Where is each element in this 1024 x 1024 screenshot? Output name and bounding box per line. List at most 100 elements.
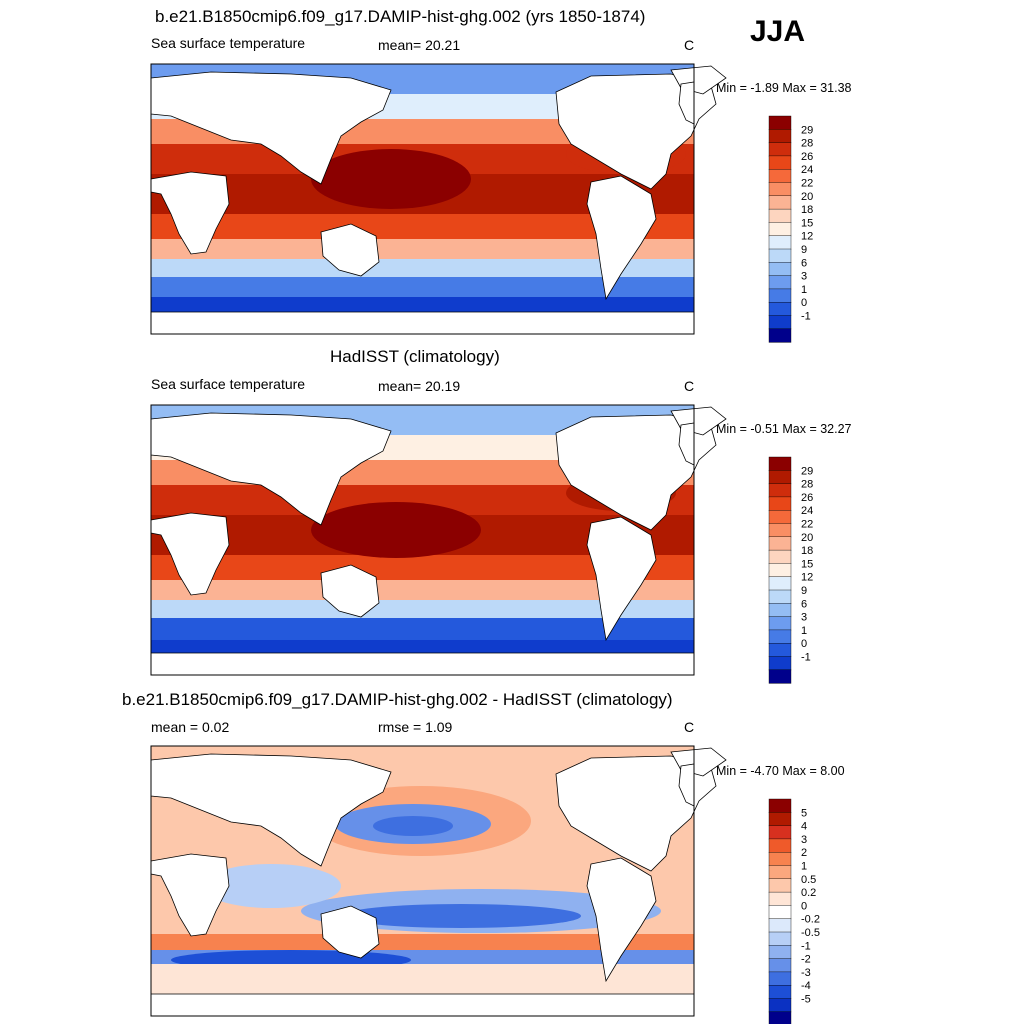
colorbar-tick-label: 1 <box>801 284 807 296</box>
colorbar-tick-label: 22 <box>801 519 813 531</box>
colorbar-swatch <box>768 235 792 250</box>
colorbar-swatch <box>768 656 792 671</box>
colorbar-tick-label: -1 <box>801 940 811 952</box>
colorbar-tick-label: 28 <box>801 138 813 150</box>
colorbar-swatch <box>768 328 792 343</box>
panel2-map <box>150 404 727 676</box>
colorbar-swatch <box>768 838 792 853</box>
colorbar-swatch <box>768 142 792 157</box>
colorbar-tick-label: 29 <box>801 124 813 136</box>
colorbar-swatch <box>768 483 792 498</box>
colorbar-tick-label: -5 <box>801 994 811 1006</box>
colorbar-tick-label: 26 <box>801 151 813 163</box>
colorbar-tick-label: -4 <box>801 980 811 992</box>
colorbar-tick-label: 20 <box>801 191 813 203</box>
colorbar-swatch <box>768 222 792 237</box>
colorbar-swatch <box>768 945 792 960</box>
panel1-map <box>150 63 727 335</box>
colorbar-tick-label: 9 <box>801 244 807 256</box>
colorbar-swatch <box>768 878 792 893</box>
colorbar-swatch <box>768 182 792 197</box>
colorbar-swatch <box>768 852 792 867</box>
colorbar-swatch <box>768 470 792 485</box>
colorbar-swatch <box>768 168 792 183</box>
colorbar-swatch <box>768 195 792 210</box>
colorbar-swatch <box>768 589 792 604</box>
colorbar-tick-label: 0.2 <box>801 887 816 899</box>
colorbar-swatch <box>768 931 792 946</box>
colorbar-tick-label: -1 <box>801 311 811 323</box>
colorbar-tick-label: -2 <box>801 954 811 966</box>
colorbar-tick-label: 24 <box>801 505 813 517</box>
colorbar-tick-label: 24 <box>801 164 813 176</box>
panel2-variable-label: Sea surface temperature <box>151 376 306 392</box>
colorbar-swatch <box>768 496 792 511</box>
panel1-variable-label: Sea surface temperature <box>151 35 306 51</box>
colorbar-tick-label: 3 <box>801 612 807 624</box>
colorbar-swatch <box>768 918 792 933</box>
colorbar-tick-label: 3 <box>801 271 807 283</box>
colorbar-swatch <box>768 549 792 564</box>
colorbar-tick-label: 2 <box>801 847 807 859</box>
colorbar-swatch <box>768 971 792 986</box>
panel2-units-label: C <box>684 378 695 394</box>
colorbar-tick-label: 9 <box>801 585 807 597</box>
colorbar-tick-label: 15 <box>801 558 813 570</box>
colorbar-tick-label: 1 <box>801 625 807 637</box>
colorbar-tick-label: 6 <box>801 598 807 610</box>
panel3-title: b.e21.B1850cmip6.f09_g17.DAMIP-hist-ghg.… <box>122 690 673 709</box>
colorbar-tick-label: 5 <box>801 807 807 819</box>
panel3-rmse-label: rmse = 1.09 <box>378 719 453 735</box>
colorbar-swatch <box>768 115 792 130</box>
colorbar-swatch <box>768 155 792 170</box>
colorbar-tick-label: -1 <box>801 652 811 664</box>
colorbar-tick-label: 12 <box>801 231 813 243</box>
colorbar-tick-label: 28 <box>801 479 813 491</box>
colorbar-swatch <box>768 905 792 920</box>
colorbar-swatch <box>768 563 792 578</box>
colorbar-swatch <box>768 629 792 644</box>
colorbar-tick-label: 6 <box>801 257 807 269</box>
colorbar-swatch <box>768 510 792 525</box>
colorbar-swatch <box>768 288 792 303</box>
colorbar-swatch <box>768 302 792 317</box>
season-label: JJA <box>750 15 806 48</box>
colorbar-swatch <box>768 643 792 658</box>
colorbar-swatch <box>768 536 792 551</box>
panel3-units-label: C <box>684 719 695 735</box>
colorbar-tick-label: 0 <box>801 900 807 912</box>
colorbar-swatch <box>768 865 792 880</box>
colorbar-tick-label: 20 <box>801 532 813 544</box>
colorbar-swatch <box>768 315 792 330</box>
colorbar-tick-label: 4 <box>801 821 807 833</box>
colorbar-tick-label: 29 <box>801 465 813 477</box>
panel2-minmax-label: Min = -0.51 Max = 32.27 <box>716 422 852 436</box>
colorbar-swatch <box>768 456 792 471</box>
colorbar-tick-label: 0 <box>801 638 807 650</box>
colorbar-tick-label: 15 <box>801 217 813 229</box>
colorbar-swatch <box>768 798 792 813</box>
panel1-minmax-label: Min = -1.89 Max = 31.38 <box>716 81 852 95</box>
colorbar-swatch <box>768 812 792 827</box>
colorbar-tick-label: 0.5 <box>801 874 816 886</box>
colorbar-swatch <box>768 262 792 277</box>
colorbar-tick-label: 1 <box>801 861 807 873</box>
panel2-title: HadISST (climatology) <box>330 347 500 366</box>
colorbar-swatch <box>768 523 792 538</box>
colorbar-tick-label: -3 <box>801 967 811 979</box>
colorbar-tick-label: 18 <box>801 545 813 557</box>
panel1-mean-label: mean= 20.21 <box>378 37 461 53</box>
panel1-title: b.e21.B1850cmip6.f09_g17.DAMIP-hist-ghg.… <box>155 7 646 26</box>
panel1-units-label: C <box>684 37 695 53</box>
colorbar-tick-label: 18 <box>801 204 813 216</box>
colorbar-swatch <box>768 998 792 1013</box>
panel3-mean-label: mean = 0.02 <box>151 719 230 735</box>
colorbar-swatch <box>768 1011 792 1024</box>
colorbar-tick-label: 26 <box>801 492 813 504</box>
colorbar-swatch <box>768 208 792 223</box>
colorbar-swatch <box>768 275 792 290</box>
colorbar-swatch <box>768 248 792 263</box>
colorbar-swatch <box>768 825 792 840</box>
